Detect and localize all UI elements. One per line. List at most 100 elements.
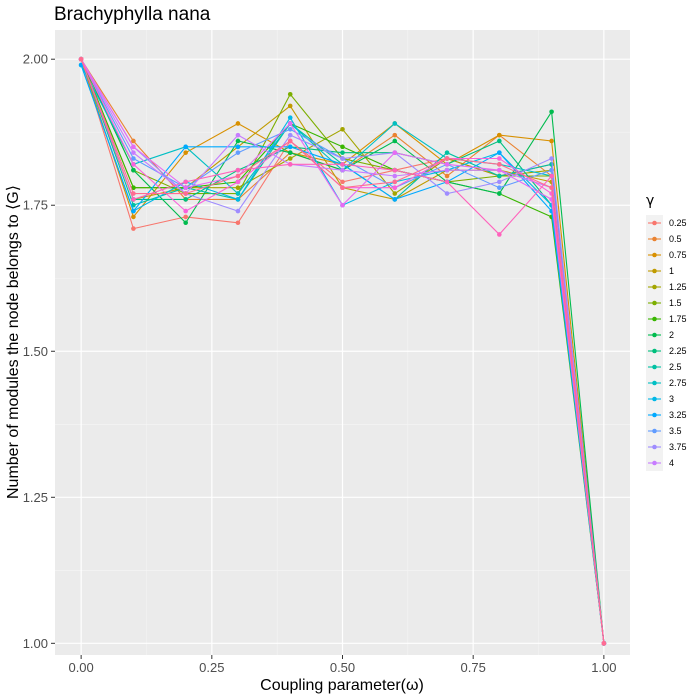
data-point: [287, 156, 293, 161]
legend-item: 0.25: [646, 215, 687, 231]
data-point: [183, 179, 188, 185]
data-point: [444, 150, 450, 155]
data-point: [131, 144, 136, 150]
y-tick-label: 1.00: [23, 636, 48, 651]
data-point: [549, 173, 554, 179]
data-point: [340, 144, 345, 150]
data-point: [497, 173, 502, 179]
series-extra-19: [78, 56, 607, 646]
data-point: [549, 156, 554, 161]
data-point: [287, 162, 293, 167]
legend-key-point: [652, 236, 657, 242]
data-point: [497, 156, 502, 161]
data-point: [444, 167, 450, 173]
data-point: [287, 132, 293, 138]
legend-key-point: [652, 444, 657, 450]
data-point: [287, 126, 293, 132]
legend-label: 3.75: [669, 442, 687, 452]
data-point: [497, 179, 502, 185]
data-point: [131, 167, 136, 173]
data-point: [235, 167, 241, 173]
legend-item: 2.25: [646, 343, 687, 359]
legend-item: 1.25: [646, 279, 687, 295]
legend-key-point: [652, 396, 657, 402]
legend-label: 1: [669, 266, 674, 276]
legend-label: 4: [669, 458, 674, 468]
data-point: [131, 208, 136, 214]
legend-item: 3.25: [646, 407, 687, 423]
data-point: [392, 132, 398, 138]
data-point: [340, 162, 345, 167]
legend-key-point: [652, 332, 657, 338]
legend-item: 0.75: [646, 247, 687, 263]
data-point: [131, 150, 136, 155]
legend-item: 0.5: [646, 231, 682, 247]
legend-key-point: [652, 316, 657, 322]
data-point: [392, 150, 398, 155]
data-point: [287, 115, 293, 120]
data-point: [444, 162, 450, 167]
y-axis: 1.00 1.25 1.50 1.75 2.00: [23, 52, 55, 651]
data-point: [497, 132, 502, 138]
legend-key-point: [652, 300, 657, 306]
data-point: [340, 156, 345, 161]
legend-item: 3.75: [646, 439, 687, 455]
legend-key-point: [652, 412, 657, 418]
legend-label: 2: [669, 330, 674, 340]
legend-key-point: [652, 460, 657, 466]
data-point: [340, 202, 345, 208]
legend-title: γ: [646, 193, 654, 209]
data-point: [235, 220, 241, 226]
data-point: [131, 197, 136, 202]
data-point: [392, 138, 398, 144]
legend-label: 1.75: [669, 314, 687, 324]
data-point: [340, 167, 345, 173]
data-point: [444, 179, 450, 185]
data-point: [340, 185, 345, 191]
data-point: [497, 185, 502, 191]
data-point: [183, 185, 188, 191]
data-point: [287, 138, 293, 144]
y-tick-label: 1.25: [23, 490, 48, 505]
legend-key-point: [652, 348, 657, 354]
x-tick-label: 0.75: [461, 660, 486, 675]
data-point: [497, 191, 502, 196]
data-point: [235, 144, 241, 150]
legend-label: 3.5: [669, 426, 682, 436]
data-point: [183, 220, 188, 226]
legend-key-point: [652, 284, 657, 290]
y-tick-label: 1.50: [23, 344, 48, 359]
data-point: [287, 103, 293, 109]
legend-key-point: [652, 252, 657, 258]
legend-key-point: [652, 268, 657, 274]
data-point: [392, 191, 398, 196]
data-point: [392, 179, 398, 185]
data-point: [549, 138, 554, 144]
plot-panel: [55, 30, 630, 655]
data-point: [131, 156, 136, 161]
data-point: [497, 138, 502, 144]
data-point: [444, 156, 450, 161]
data-point: [392, 197, 398, 202]
data-point: [392, 121, 398, 126]
data-point: [287, 144, 293, 150]
data-point: [131, 138, 136, 144]
legend-label: 1.25: [669, 282, 687, 292]
data-point: [497, 167, 502, 173]
data-point: [131, 226, 136, 231]
legend-key-point: [652, 220, 657, 226]
data-point: [235, 138, 241, 144]
x-tick-label: 0.00: [68, 660, 93, 675]
data-point: [444, 173, 450, 179]
data-point: [392, 173, 398, 179]
data-point: [183, 144, 188, 150]
data-point: [131, 214, 136, 220]
data-point: [235, 208, 241, 214]
data-point: [131, 162, 136, 167]
x-tick-label: 1.00: [591, 660, 616, 675]
legend-item: 3: [646, 391, 674, 407]
legend-label: 0.25: [669, 218, 687, 228]
data-point: [235, 185, 241, 191]
data-point: [497, 162, 502, 167]
